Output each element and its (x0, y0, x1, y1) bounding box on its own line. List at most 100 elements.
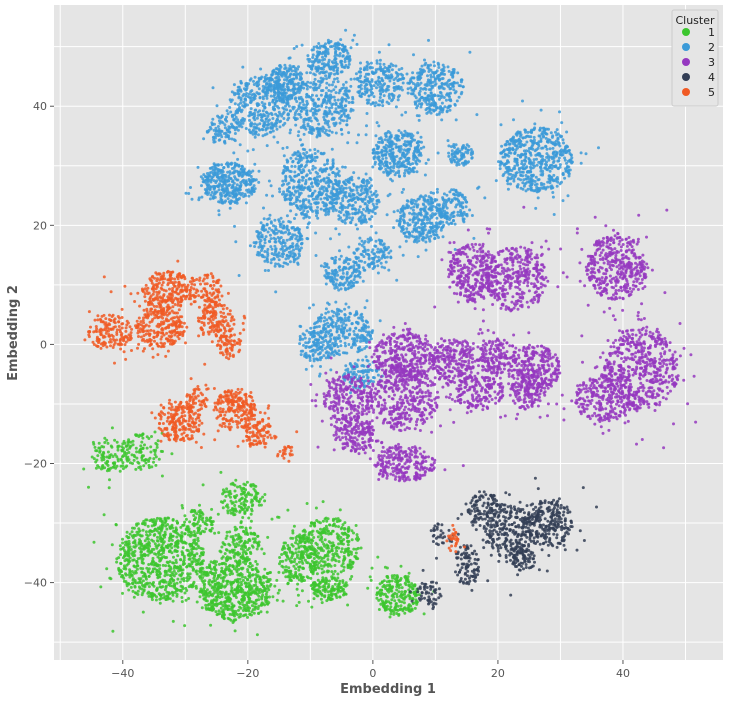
data-point (118, 544, 122, 548)
data-point (283, 93, 287, 97)
data-point (167, 516, 171, 520)
data-point (246, 149, 250, 153)
data-point (231, 179, 235, 183)
data-point (112, 465, 116, 469)
data-point (289, 72, 293, 76)
data-point (318, 538, 322, 542)
data-point (336, 98, 340, 102)
data-point (325, 77, 328, 81)
data-point (294, 567, 298, 571)
data-point (390, 68, 394, 72)
data-point (248, 526, 252, 530)
data-point (152, 460, 155, 464)
data-point (196, 560, 200, 563)
data-point (316, 46, 320, 50)
data-point (418, 99, 422, 103)
data-point (415, 114, 419, 118)
data-point (327, 593, 331, 597)
data-point (157, 592, 161, 596)
data-point (174, 558, 178, 562)
data-point (161, 578, 165, 582)
data-point (220, 562, 224, 566)
data-point (221, 187, 225, 191)
data-point (230, 589, 234, 593)
data-point (268, 103, 271, 107)
data-point (219, 576, 223, 580)
data-point (221, 569, 225, 573)
data-point (337, 560, 341, 563)
data-point (410, 88, 414, 92)
data-point (260, 602, 264, 606)
data-point (227, 592, 231, 596)
data-point (185, 548, 189, 552)
data-point (194, 522, 198, 526)
data-point (232, 567, 236, 571)
data-point (400, 593, 404, 597)
data-point (277, 515, 281, 519)
data-point (245, 508, 249, 511)
data-point (161, 551, 165, 555)
data-point (334, 121, 338, 125)
data-point (250, 613, 253, 617)
data-point (214, 129, 218, 133)
data-point (442, 65, 446, 69)
data-point (103, 436, 107, 440)
data-point (315, 529, 319, 533)
data-point (246, 615, 249, 619)
data-point (315, 589, 319, 593)
data-point (267, 79, 271, 83)
data-point (128, 556, 132, 560)
data-point (181, 506, 185, 510)
data-point (366, 586, 370, 590)
data-point (310, 132, 314, 135)
data-point (234, 195, 238, 199)
data-point (325, 114, 329, 118)
data-point (205, 573, 209, 577)
data-point (353, 77, 357, 81)
data-point (468, 50, 472, 54)
data-point (283, 63, 287, 67)
data-point (326, 119, 330, 123)
data-point (233, 102, 237, 106)
data-point (355, 533, 359, 537)
data-point (376, 83, 380, 87)
data-point (389, 612, 393, 616)
data-point (158, 572, 162, 576)
data-point (264, 117, 268, 121)
data-point (233, 132, 237, 135)
data-point (253, 537, 257, 541)
data-point (333, 47, 337, 51)
data-point (280, 553, 284, 556)
data-point (153, 552, 157, 556)
data-point (234, 111, 238, 115)
data-point (334, 131, 338, 135)
data-point (335, 53, 339, 57)
data-point (221, 170, 225, 174)
data-point (336, 66, 340, 70)
data-point (399, 85, 403, 89)
data-point (375, 59, 379, 63)
data-point (238, 510, 242, 514)
data-point (168, 584, 172, 588)
data-point (145, 566, 149, 570)
data-point (244, 584, 248, 588)
data-point (213, 140, 217, 144)
data-point (140, 440, 144, 444)
data-point (324, 105, 328, 109)
data-point (188, 564, 192, 568)
data-point (228, 206, 232, 210)
data-point (302, 537, 306, 541)
data-point (324, 531, 328, 535)
data-point (276, 591, 280, 595)
data-point (200, 511, 204, 515)
data-point (239, 492, 243, 496)
data-point (258, 587, 262, 591)
data-point (321, 89, 325, 92)
data-point (254, 566, 258, 570)
data-point (224, 135, 228, 139)
data-point (344, 104, 348, 108)
data-point (184, 586, 188, 590)
data-point (261, 104, 265, 108)
data-point (225, 558, 229, 562)
data-point (296, 83, 300, 87)
